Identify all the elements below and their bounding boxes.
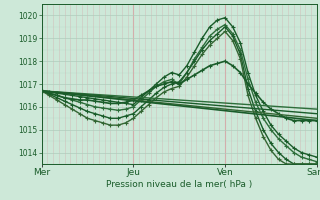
X-axis label: Pression niveau de la mer( hPa ): Pression niveau de la mer( hPa ): [106, 180, 252, 189]
